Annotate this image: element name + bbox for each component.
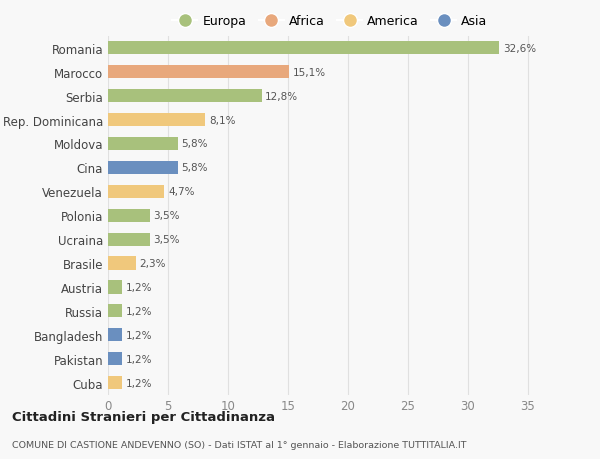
Bar <box>108 90 262 103</box>
Bar <box>108 42 499 55</box>
Bar <box>108 138 178 151</box>
Bar <box>108 185 164 198</box>
Bar <box>108 353 122 365</box>
Text: COMUNE DI CASTIONE ANDEVENNO (SO) - Dati ISTAT al 1° gennaio - Elaborazione TUTT: COMUNE DI CASTIONE ANDEVENNO (SO) - Dati… <box>12 441 467 449</box>
Text: 1,2%: 1,2% <box>126 354 152 364</box>
Text: 8,1%: 8,1% <box>209 115 235 125</box>
Bar <box>108 305 122 318</box>
Bar <box>108 257 136 270</box>
Bar <box>108 162 178 174</box>
Text: Cittadini Stranieri per Cittadinanza: Cittadini Stranieri per Cittadinanza <box>12 410 275 423</box>
Text: 12,8%: 12,8% <box>265 91 298 101</box>
Bar <box>108 233 150 246</box>
Bar <box>108 114 205 127</box>
Text: 1,2%: 1,2% <box>126 306 152 316</box>
Bar <box>108 209 150 222</box>
Legend: Europa, Africa, America, Asia: Europa, Africa, America, Asia <box>170 12 490 30</box>
Text: 1,2%: 1,2% <box>126 330 152 340</box>
Text: 4,7%: 4,7% <box>168 187 194 197</box>
Text: 1,2%: 1,2% <box>126 282 152 292</box>
Bar <box>108 329 122 341</box>
Bar <box>108 66 289 79</box>
Text: 3,5%: 3,5% <box>154 235 180 245</box>
Bar <box>108 281 122 294</box>
Text: 3,5%: 3,5% <box>154 211 180 221</box>
Text: 32,6%: 32,6% <box>503 44 536 54</box>
Text: 1,2%: 1,2% <box>126 378 152 388</box>
Text: 5,8%: 5,8% <box>181 139 208 149</box>
Text: 15,1%: 15,1% <box>293 67 326 78</box>
Bar <box>108 376 122 389</box>
Text: 5,8%: 5,8% <box>181 163 208 173</box>
Text: 2,3%: 2,3% <box>139 258 166 269</box>
